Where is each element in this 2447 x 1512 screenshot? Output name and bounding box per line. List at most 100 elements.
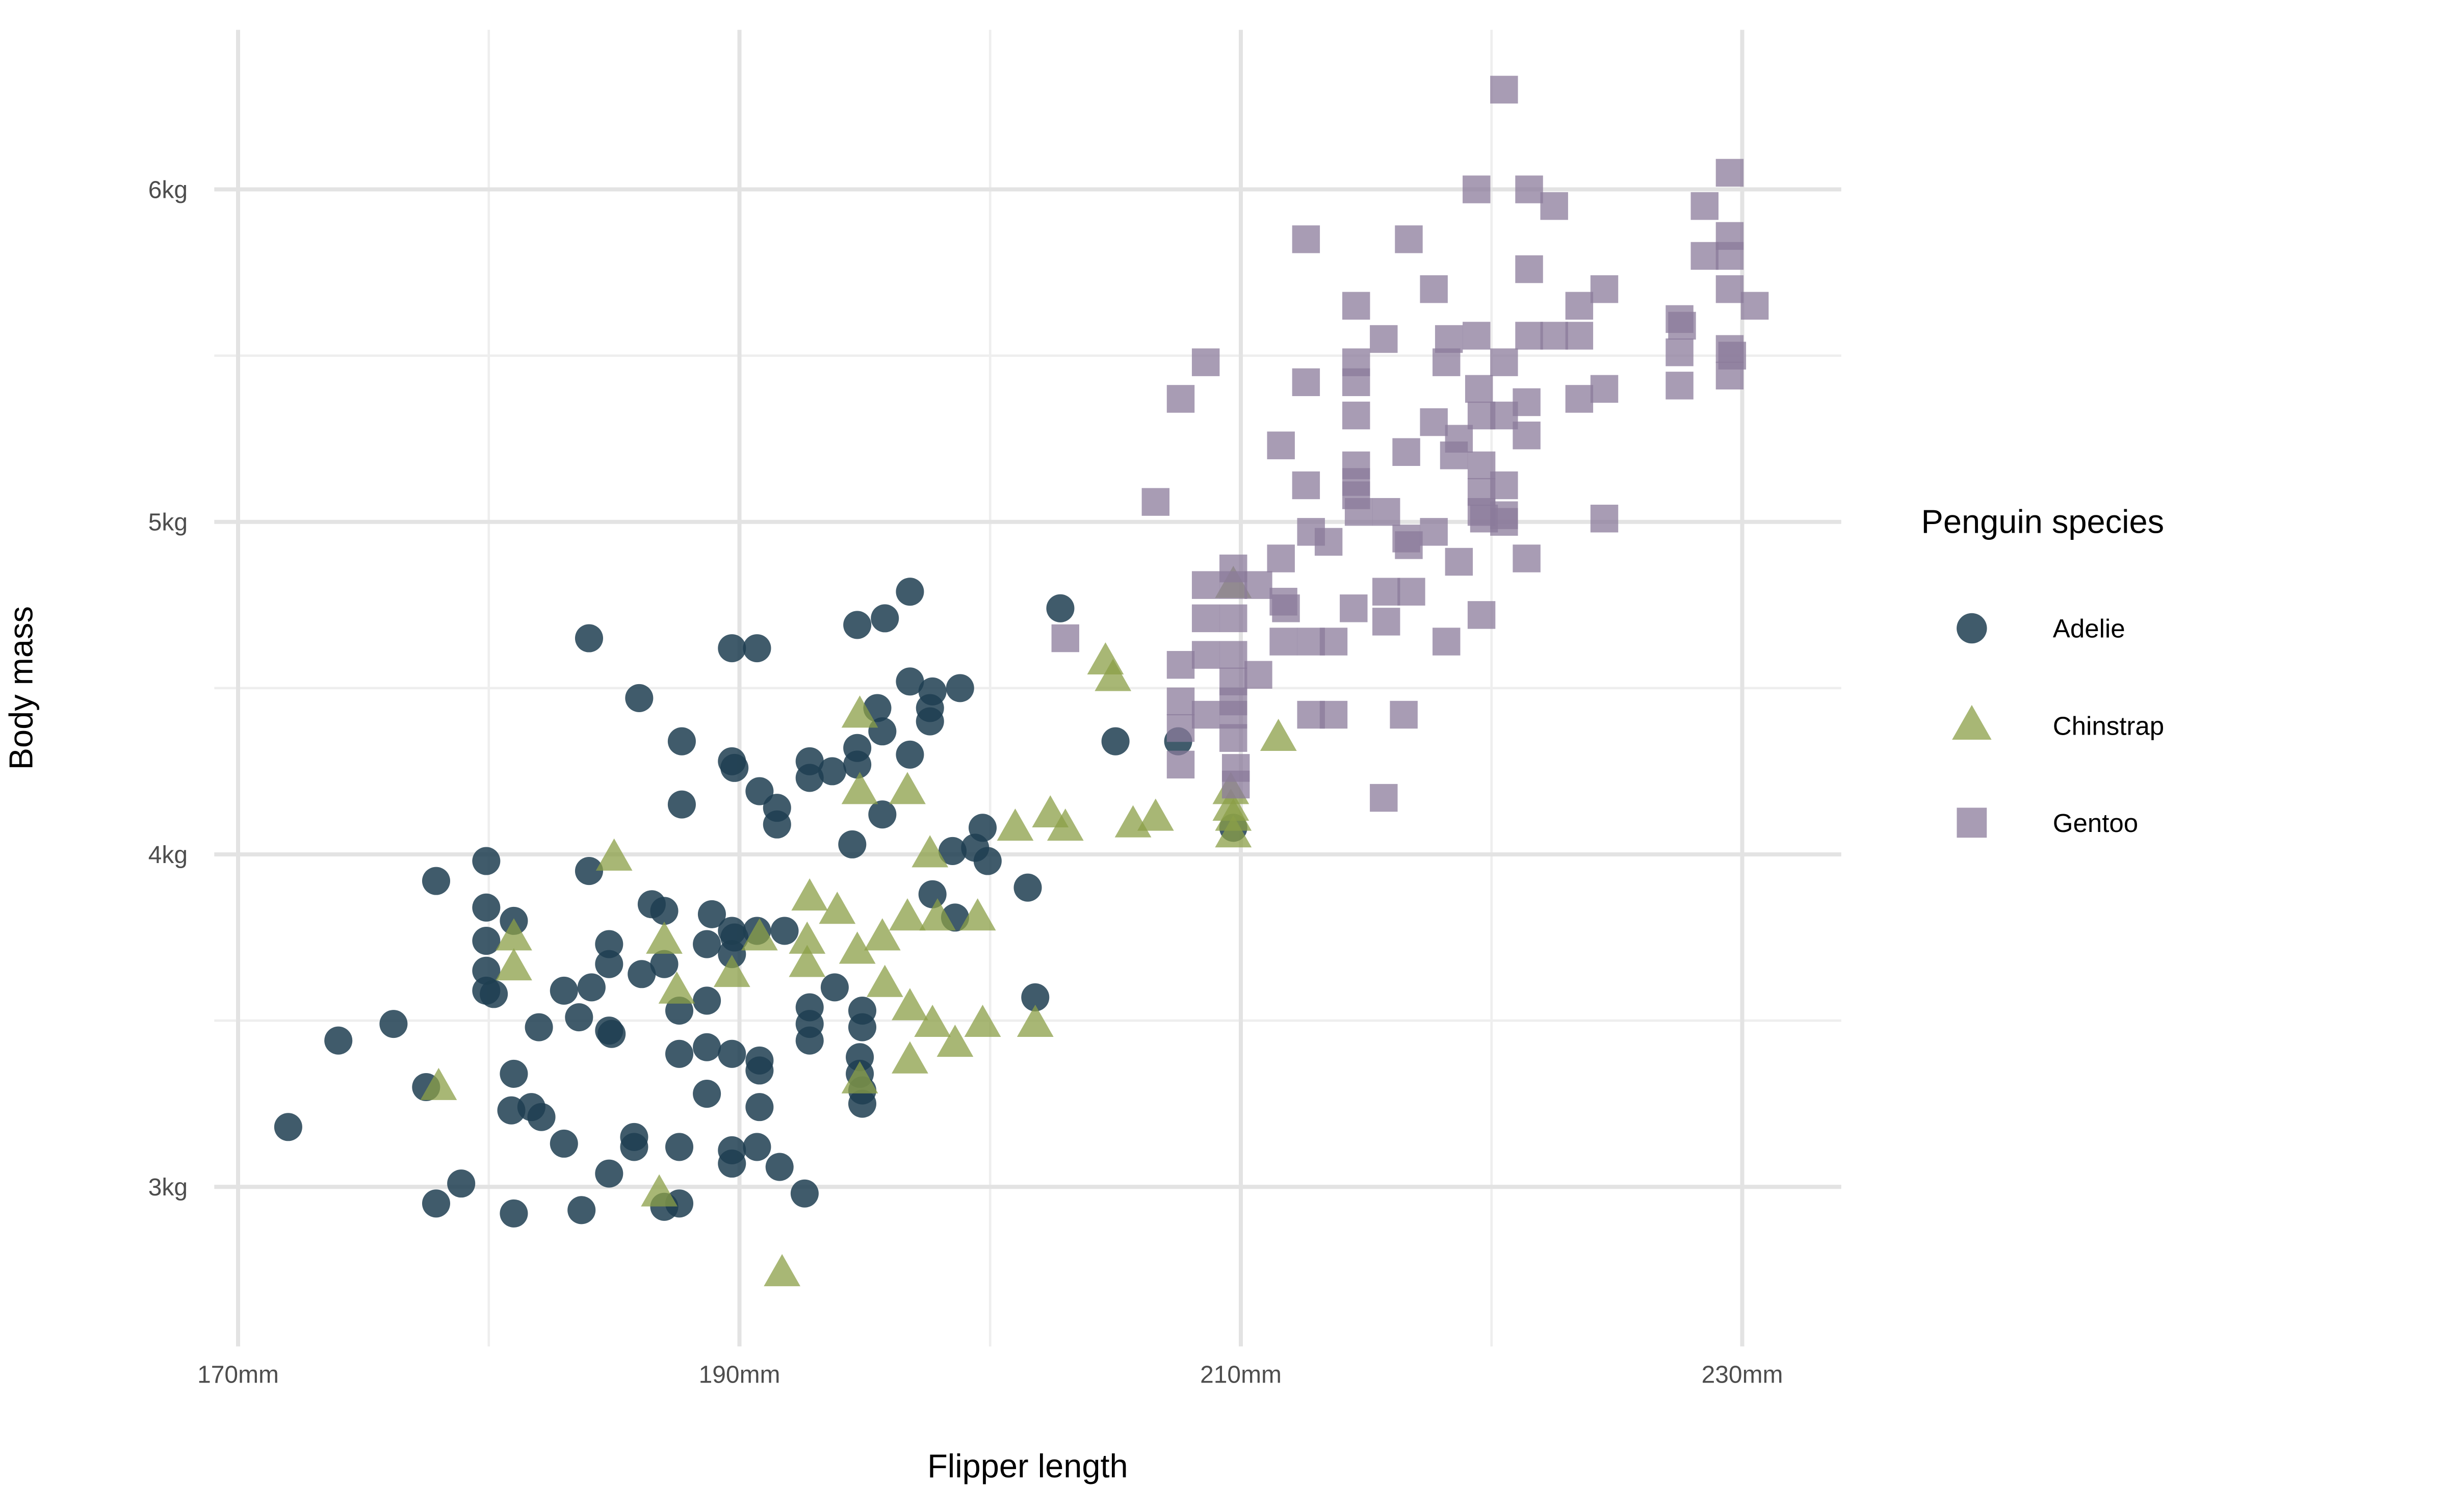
gentoo-point xyxy=(1340,594,1368,622)
x-tick-label: 230mm xyxy=(1702,1361,1783,1388)
gentoo-point xyxy=(1565,292,1594,320)
adelie-point xyxy=(665,1189,694,1218)
adelie-point xyxy=(595,950,623,978)
legend-entry-label: Gentoo xyxy=(2053,809,2138,838)
adelie-point xyxy=(795,1026,824,1055)
adelie-point xyxy=(818,757,846,786)
adelie-point xyxy=(650,950,679,978)
gentoo-point xyxy=(1690,242,1719,270)
chinstrap-point xyxy=(892,988,928,1021)
gentoo-point xyxy=(1565,322,1594,350)
gentoo-point xyxy=(1515,175,1543,203)
gentoo-point xyxy=(1342,401,1370,430)
gentoo-point xyxy=(1715,275,1744,303)
gentoo-point xyxy=(1292,225,1320,253)
gentoo-point xyxy=(1395,225,1423,253)
adelie-point xyxy=(848,1013,877,1041)
adelie-point xyxy=(620,1133,648,1161)
adelie-point xyxy=(868,800,897,829)
gentoo-point xyxy=(1314,528,1343,556)
chinstrap-point xyxy=(713,955,750,987)
adelie-point xyxy=(1021,983,1050,1011)
gentoo-point xyxy=(1221,770,1250,799)
chinstrap-series xyxy=(420,565,1297,1287)
gentoo-point xyxy=(1269,628,1297,656)
chinstrap-point xyxy=(1017,1004,1054,1037)
gentoo-point xyxy=(1292,368,1320,397)
gentoo-point xyxy=(1292,471,1320,500)
adelie-point xyxy=(500,1199,528,1228)
x-axis-title: Flipper length xyxy=(927,1447,1128,1484)
gentoo-point xyxy=(1344,498,1373,526)
adelie-point xyxy=(550,976,578,1005)
adelie-point xyxy=(324,1026,353,1055)
chinstrap-point xyxy=(646,921,683,954)
gentoo-point xyxy=(1191,571,1220,599)
gentoo-point xyxy=(1191,604,1220,633)
x-axis-tick-labels: 170mm 190mm 210mm 230mm xyxy=(197,1361,1783,1388)
legend-entries: Adelie Chinstrap Gentoo xyxy=(1952,613,2164,838)
gentoo-point xyxy=(1420,408,1448,436)
adelie-point xyxy=(820,973,849,1002)
adelie-point xyxy=(693,1080,721,1108)
chinstrap-point xyxy=(791,878,828,911)
adelie-point xyxy=(472,956,501,985)
gentoo-point xyxy=(1467,601,1496,629)
chinstrap-point xyxy=(420,1067,457,1100)
chinstrap-point xyxy=(741,918,778,951)
legend-entry-gentoo: Gentoo xyxy=(1957,807,2138,838)
gentoo-point xyxy=(1515,255,1543,283)
chinstrap-point xyxy=(892,1041,928,1074)
chinstrap-point xyxy=(889,898,926,931)
adelie-point xyxy=(843,611,872,639)
gentoo-point xyxy=(1420,518,1448,546)
gentoo-point xyxy=(1715,159,1744,187)
gentoo-point xyxy=(1565,385,1594,413)
chinstrap-point xyxy=(964,1004,1001,1037)
gentoo-point xyxy=(1141,488,1170,516)
adelie-point xyxy=(274,1113,302,1141)
adelie-point xyxy=(973,847,1002,875)
chinstrap-point xyxy=(1047,809,1084,841)
gentoo-point xyxy=(1395,531,1423,559)
adelie-point xyxy=(745,777,774,805)
chinstrap-point xyxy=(919,898,956,931)
chinstrap-point xyxy=(789,921,826,954)
chinstrap-point xyxy=(641,1174,678,1207)
adelie-point xyxy=(667,790,696,819)
adelie-point xyxy=(650,897,679,925)
adelie-point xyxy=(1013,873,1042,902)
gentoo-point xyxy=(1372,578,1400,606)
adelie-point xyxy=(871,604,899,633)
adelie-point xyxy=(968,814,997,842)
adelie-point xyxy=(625,684,654,712)
adelie-point xyxy=(665,1133,694,1161)
y-axis-tick-labels: 3kg 4kg 5kg 6kg xyxy=(148,177,188,1202)
gentoo-point xyxy=(1715,361,1744,389)
adelie-point xyxy=(480,980,508,1008)
adelie-point xyxy=(896,667,924,696)
chinstrap-point xyxy=(841,772,878,804)
legend-key-circle-icon xyxy=(1957,613,1987,644)
chinstrap-point xyxy=(936,1024,974,1057)
gentoo-point xyxy=(1392,438,1420,466)
adelie-point xyxy=(422,867,451,895)
x-tick-label: 170mm xyxy=(197,1361,279,1388)
gentoo-point xyxy=(1166,714,1195,742)
gentoo-point xyxy=(1540,322,1568,350)
y-tick-label: 4kg xyxy=(148,842,188,869)
adelie-point xyxy=(718,1039,746,1068)
chinstrap-point xyxy=(819,892,856,924)
adelie-point xyxy=(946,674,974,702)
chinstrap-point xyxy=(789,945,826,977)
adelie-point xyxy=(743,1133,771,1161)
gentoo-point xyxy=(1715,242,1744,270)
adelie-point xyxy=(575,857,603,885)
chinstrap-point xyxy=(764,1254,800,1287)
chinstrap-point xyxy=(959,898,996,931)
legend-key-square-icon xyxy=(1957,807,1987,838)
gentoo-point xyxy=(1513,544,1541,572)
adelie-point xyxy=(379,1010,408,1038)
adelie-point xyxy=(790,1179,819,1208)
gentoo-point xyxy=(1515,322,1543,350)
